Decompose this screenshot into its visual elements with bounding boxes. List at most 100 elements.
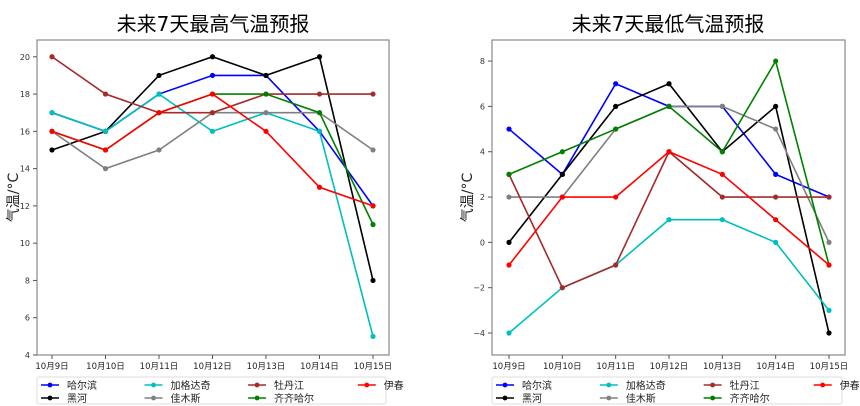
series-0: [506, 81, 832, 200]
series-5: [506, 58, 832, 268]
data-point: [613, 126, 619, 132]
data-point: [156, 147, 162, 153]
legend-label: 黑河: [522, 393, 542, 405]
legend-marker: [710, 395, 716, 401]
data-point: [719, 194, 725, 200]
data-point: [156, 110, 162, 116]
series-line: [508, 82, 830, 334]
legend-item: 齐齐哈尔: [248, 392, 314, 405]
x-tick-label: 10月11日: [596, 362, 635, 372]
data-point: [370, 203, 376, 209]
data-point: [370, 221, 376, 228]
legend-item: 伊春: [813, 380, 860, 392]
y-tick-label: 6: [25, 314, 30, 323]
data-point: [156, 91, 162, 97]
x-tick-label: 10月12日: [193, 362, 232, 372]
legend-marker: [606, 382, 612, 388]
x-tick-label: 10月12日: [650, 362, 689, 372]
data-point: [773, 239, 779, 245]
y-tick-label: 6: [480, 102, 485, 111]
data-point: [263, 91, 269, 97]
series-3: [506, 103, 832, 245]
legend-label: 齐齐哈尔: [274, 392, 314, 405]
y-tick-label: 8: [25, 276, 30, 285]
data-point: [559, 285, 565, 291]
data-point: [209, 91, 216, 97]
data-point: [666, 149, 672, 155]
data-point: [102, 128, 109, 134]
legend-item: 黑河: [496, 393, 542, 405]
data-point: [49, 128, 55, 134]
data-point: [826, 194, 832, 200]
legend-label: 牡丹江: [274, 379, 304, 392]
legend-box: [36, 376, 387, 405]
legend-item: 牡丹江: [248, 379, 304, 392]
legend-item: 哈尔滨: [41, 379, 97, 392]
data-point: [559, 149, 565, 155]
legend-item: 伊春: [357, 380, 404, 392]
legend-marker: [151, 382, 156, 388]
data-point: [263, 128, 269, 134]
x-tick-label: 10月9日: [35, 362, 68, 372]
data-point: [826, 307, 832, 313]
data-point: [773, 194, 779, 200]
y-tick-label: 4: [480, 148, 485, 157]
y-tick-label: 8: [480, 57, 485, 66]
legend-item: 哈尔滨: [496, 379, 552, 392]
data-point: [209, 72, 216, 79]
data-point: [506, 262, 512, 268]
legend-label: 佳木斯: [626, 392, 656, 405]
legend-label: 加格达奇: [171, 379, 211, 392]
data-point: [719, 217, 725, 223]
x-tick-label: 10月14日: [300, 362, 339, 372]
data-point: [666, 103, 672, 109]
data-point: [666, 217, 672, 223]
data-point: [719, 171, 725, 177]
series-6: [49, 91, 376, 209]
data-point: [209, 110, 216, 116]
legend-label: 哈尔滨: [522, 379, 552, 392]
y-tick-label: 2: [480, 193, 485, 202]
data-point: [506, 239, 512, 245]
legend-item: 佳木斯: [599, 392, 656, 405]
data-point: [316, 184, 323, 190]
data-point: [559, 194, 565, 200]
legend-item: 黑河: [41, 393, 87, 405]
y-tick-label: 12: [20, 202, 30, 211]
x-tick-label: 10月9日: [492, 362, 525, 372]
x-tick-label: 10月15日: [354, 362, 393, 372]
legend-label: 牡丹江: [730, 379, 760, 392]
data-point: [719, 103, 725, 109]
legend-label: 齐齐哈尔: [730, 392, 770, 405]
legend-item: 加格达奇: [599, 379, 666, 392]
legend-marker: [710, 382, 716, 388]
data-point: [773, 126, 779, 132]
data-point: [506, 194, 512, 200]
legend-label: 哈尔滨: [67, 379, 97, 392]
data-point: [826, 330, 832, 336]
chart-title: 未来7天最高气温预报: [117, 12, 310, 36]
data-point: [773, 103, 779, 109]
data-point: [826, 239, 832, 245]
y-tick-label: −4: [473, 329, 485, 338]
y-tick-label: 18: [20, 90, 30, 99]
data-point: [209, 128, 216, 134]
data-point: [102, 166, 109, 172]
series-line: [51, 111, 374, 170]
data-point: [613, 194, 619, 200]
x-tick-label: 10月15日: [810, 362, 849, 372]
legend-label: 黑河: [67, 393, 87, 405]
data-point: [263, 72, 269, 79]
data-point: [826, 262, 832, 268]
data-point: [316, 128, 323, 134]
x-tick-label: 10月13日: [703, 362, 742, 372]
data-point: [613, 262, 619, 268]
legend-marker: [47, 395, 53, 401]
series-line: [508, 59, 830, 266]
y-tick-label: 10: [20, 239, 30, 248]
legend-label: 伊春: [384, 380, 404, 392]
data-point: [49, 54, 55, 60]
